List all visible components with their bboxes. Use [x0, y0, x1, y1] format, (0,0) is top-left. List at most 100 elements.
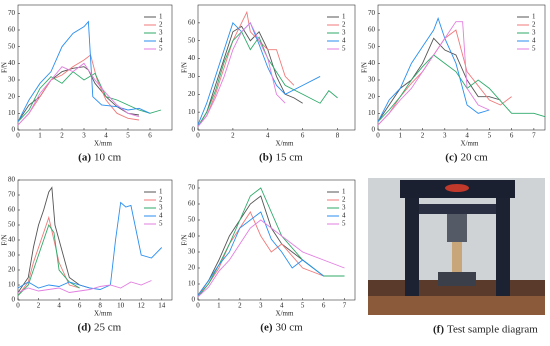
x-tick-label: 14	[158, 302, 166, 310]
x-tick-label: 3	[259, 302, 263, 310]
data-line	[17, 62, 140, 126]
y-tick-label: 0	[192, 126, 196, 134]
x-tick-label: 0	[16, 302, 20, 310]
caption-label: (d)	[78, 322, 92, 334]
data-line	[377, 16, 490, 122]
y-tick-label: 10	[188, 108, 196, 116]
data-line	[17, 54, 140, 126]
x-tick-label: 2	[238, 302, 242, 310]
legend-label: 3	[159, 204, 163, 212]
caption-label: (e)	[260, 322, 273, 334]
legend-label: 1	[159, 13, 163, 21]
data-line	[197, 195, 314, 296]
x-tick-label: 1	[38, 132, 42, 140]
x-tick-label: 6	[301, 132, 305, 140]
caption-label: (f)	[433, 324, 444, 336]
data-line	[17, 224, 80, 296]
x-tick-label: 0	[16, 132, 20, 140]
legend-label: 4	[532, 37, 536, 45]
plot-frame	[377, 4, 546, 131]
y-tick-label: 60	[188, 18, 196, 26]
caption: 15 cm	[276, 152, 304, 164]
legend-label: 3	[342, 29, 346, 37]
data-line	[197, 219, 345, 298]
x-tick-label: 8	[336, 132, 340, 140]
legend-label: 5	[342, 220, 346, 228]
data-line	[197, 22, 286, 127]
x-tick-label: 4	[280, 302, 284, 310]
caption: Test sample diagram	[447, 324, 538, 336]
y-tick-label: 50	[8, 221, 16, 229]
x-tick-label: 0	[196, 302, 200, 310]
x-tick-label: 12	[138, 302, 146, 310]
x-tick-label: 7	[532, 132, 536, 140]
y-tick-label: 0	[372, 126, 376, 134]
legend-label: 4	[159, 37, 163, 45]
photo: (f) Test sample diagram	[368, 178, 545, 336]
x-tick-label: 0	[196, 132, 200, 140]
caption-label: (b)	[259, 152, 273, 164]
x-tick-label: 5	[488, 132, 492, 140]
y-tick-label: 40	[188, 54, 196, 62]
data-line	[17, 215, 80, 296]
legend-label: 4	[342, 212, 346, 220]
legend-label: 3	[159, 29, 163, 37]
chart-panel: 0 2 4 6 8 10 12 1401020304050607080F/NX/mm12345…	[1, 176, 173, 334]
y-tick-label: 60	[8, 26, 16, 34]
y-tick-label: 50	[368, 42, 376, 50]
sample	[452, 242, 462, 272]
legend-label: 4	[342, 37, 346, 45]
y-tick-label: 10	[8, 109, 16, 117]
y-axis-label: F/N	[181, 235, 189, 246]
y-tick-label: 0	[12, 296, 16, 304]
y-tick-label: 20	[8, 92, 16, 100]
caption-label: (c)	[445, 152, 458, 164]
x-tick-label: 7	[343, 302, 347, 310]
x-tick-label: 4	[465, 132, 469, 140]
y-tick-label: 60	[368, 26, 376, 34]
y-tick-label: 20	[188, 264, 196, 272]
data-line	[17, 280, 152, 293]
data-line	[377, 37, 501, 122]
y-tick-label: 20	[8, 266, 16, 274]
x-tick-label: 4	[57, 302, 61, 310]
y-tick-label: 60	[8, 206, 16, 214]
legend-label: 2	[342, 21, 346, 29]
y-tick-label: 50	[188, 36, 196, 44]
x-tick-label: 3	[443, 132, 447, 140]
data-line	[197, 25, 303, 127]
y-tick-label: 30	[8, 76, 16, 84]
legend-label: 3	[532, 29, 536, 37]
x-tick-label: 6	[322, 302, 326, 310]
plot-frame	[197, 179, 356, 301]
x-tick-label: 3	[82, 132, 86, 140]
y-tick-label: 50	[8, 42, 16, 50]
x-axis-label: X/mm	[94, 310, 112, 318]
y-tick-label: 70	[8, 9, 16, 17]
data-line	[377, 29, 512, 126]
y-tick-label: 60	[188, 200, 196, 208]
data-line	[17, 201, 163, 290]
legend-label: 2	[159, 21, 163, 29]
x-tick-label: 6	[510, 132, 514, 140]
legend-label: 5	[159, 220, 163, 228]
legend-label: 2	[159, 196, 163, 204]
y-tick-label: 30	[8, 251, 16, 259]
x-tick-label: 6	[78, 302, 82, 310]
x-tick-label: 5	[126, 132, 130, 140]
x-tick-label: 10	[117, 302, 125, 310]
x-tick-label: 6	[148, 132, 152, 140]
y-tick-label: 80	[8, 176, 16, 184]
y-tick-label: 50	[188, 216, 196, 224]
x-axis-label: X/mm	[276, 310, 294, 318]
caption: 30 cm	[276, 322, 304, 334]
caption: 10 cm	[94, 152, 122, 164]
x-tick-label: 5	[301, 302, 305, 310]
y-tick-label: 30	[368, 76, 376, 84]
y-tick-label: 0	[192, 296, 196, 304]
x-tick-label: 1	[217, 302, 221, 310]
